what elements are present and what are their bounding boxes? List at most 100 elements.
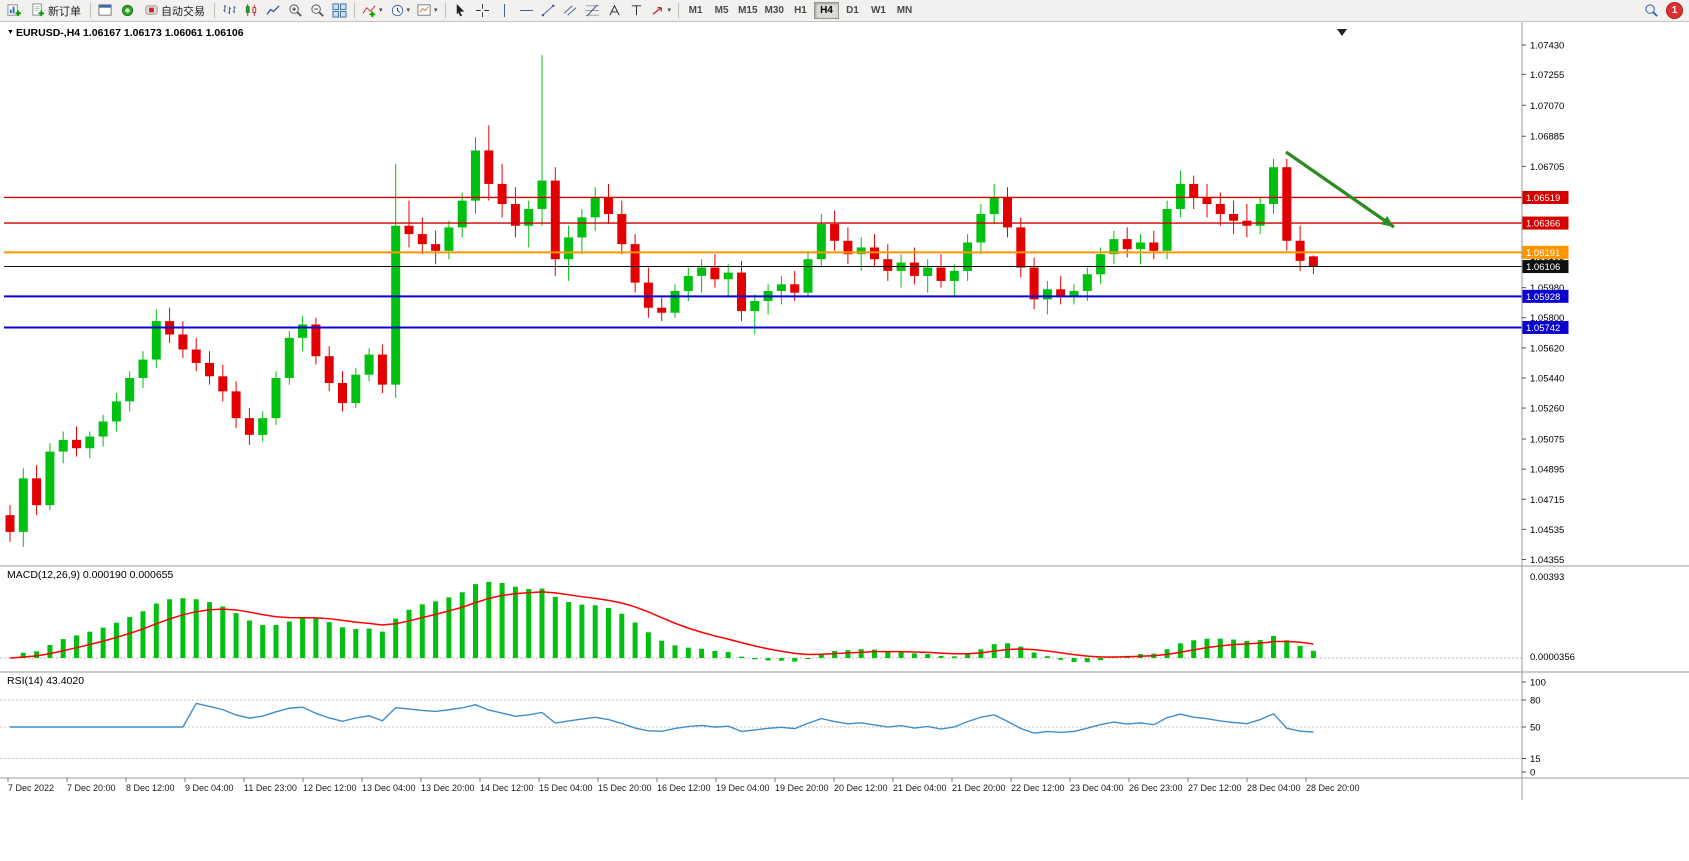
symbol-dropdown-icon[interactable]: ▼	[7, 29, 14, 36]
candle-body	[550, 180, 560, 260]
crosshair-button[interactable]	[472, 1, 493, 21]
candle-body	[1029, 267, 1039, 300]
rsi-axis-label: 15	[1530, 754, 1541, 765]
new-chart-button[interactable]	[4, 1, 25, 21]
arrow-shaft[interactable]	[1285, 150, 1395, 229]
time-axis-label: 11 Dec 23:00	[244, 783, 297, 793]
candle-body	[351, 374, 361, 404]
candle-body	[497, 183, 507, 204]
candle-body	[1215, 203, 1225, 215]
arrows-button[interactable]: ▾	[648, 1, 675, 21]
trend-arrow-annotation[interactable]	[1285, 150, 1395, 229]
market-watch-button[interactable]	[117, 1, 138, 21]
price-level-badge-label: 1.06366	[1526, 219, 1560, 230]
price-axis[interactable]: 1.07430 1.07255 1.07070 1.06885 1.06705 1.061…	[1521, 22, 1575, 800]
candle-body	[856, 247, 866, 255]
price-level-badge-label: 1.06519	[1526, 193, 1560, 204]
candle-body	[697, 267, 707, 276]
candle-body	[18, 478, 28, 532]
zoom-out-button[interactable]	[307, 1, 328, 21]
candle-body	[1069, 290, 1079, 296]
candle-body	[391, 225, 401, 385]
tile-windows-button[interactable]	[329, 1, 350, 21]
timeframe-m30-button[interactable]: M30	[762, 2, 787, 19]
candle-body	[1003, 197, 1012, 228]
timeframe-h4-button[interactable]: H4	[813, 2, 839, 19]
candle-body	[72, 439, 81, 449]
horizontal-line-button[interactable]	[516, 1, 537, 21]
timeframe-m1-button[interactable]: M1	[683, 2, 708, 19]
new-order-button[interactable]: 新订单	[26, 1, 86, 21]
caret-icon: ▾	[379, 7, 383, 14]
timeframe-d1-button[interactable]: D1	[840, 2, 865, 19]
text-button[interactable]	[604, 1, 625, 21]
candle-body	[125, 377, 135, 402]
zoom-out-icon	[311, 4, 324, 17]
candle-body	[298, 324, 308, 338]
time-axis-label: 20 Dec 12:00	[834, 783, 888, 793]
timeframe-m5-button[interactable]: M5	[709, 2, 734, 19]
autotrading-button[interactable]: 自动交易	[139, 1, 210, 21]
channel-button[interactable]	[560, 1, 581, 21]
vertical-line-icon	[503, 3, 505, 18]
chart-window-icon	[98, 4, 112, 16]
timeframe-mn-button[interactable]: MN	[892, 2, 917, 19]
price-axis-label: 1.05440	[1530, 373, 1564, 384]
time-axis-label: 19 Dec 20:00	[775, 783, 829, 793]
chart-profiles-button[interactable]	[95, 1, 116, 21]
toolbar-separator	[444, 3, 446, 18]
line-chart-button[interactable]	[263, 1, 284, 21]
candle-body	[258, 418, 268, 435]
candle-body	[604, 197, 613, 215]
candle-body	[431, 244, 441, 251]
macd-axis-label: 0.00393	[1530, 572, 1564, 583]
periods-button[interactable]: ▾	[387, 1, 414, 21]
search-button[interactable]	[1641, 1, 1662, 21]
notification-badge[interactable]: 1	[1666, 2, 1683, 19]
panel-separators[interactable]	[0, 565, 1689, 779]
time-axis[interactable]: 7 Dec 2022 7 Dec 20:00 8 Dec 12:00 9 Dec 04…	[7, 778, 1360, 793]
zoom-in-button[interactable]	[285, 1, 306, 21]
time-axis-label: 16 Dec 12:00	[657, 783, 711, 793]
timeframe-h1-button[interactable]: H1	[788, 2, 813, 19]
price-axis-label: 1.07070	[1530, 101, 1564, 112]
candle-body	[657, 307, 667, 313]
candle-body	[1042, 289, 1052, 300]
clock-icon	[391, 4, 403, 17]
chart-shift-marker[interactable]	[1337, 29, 1347, 36]
label-button[interactable]	[626, 1, 647, 21]
templates-button[interactable]: ▾	[414, 1, 441, 21]
bar-chart-button[interactable]	[219, 1, 240, 21]
candle-body	[1056, 289, 1066, 296]
candle-body	[909, 262, 919, 276]
candle-body	[737, 272, 746, 312]
candle-body	[178, 334, 188, 350]
candle-body	[617, 214, 627, 245]
cursor-button[interactable]	[450, 1, 471, 21]
time-axis-label: 27 Dec 12:00	[1188, 783, 1242, 793]
autotrading-label: 自动交易	[161, 5, 205, 18]
timeframe-w1-button[interactable]: W1	[866, 2, 891, 19]
indicators-button[interactable]: ▾	[359, 1, 386, 21]
price-axis-label: 1.06705	[1530, 162, 1564, 173]
timeframe-m15-button[interactable]: M15	[735, 2, 760, 19]
candle-body	[218, 376, 228, 392]
candle-body	[670, 290, 680, 313]
trendline-icon	[541, 4, 554, 17]
rsi-axis-label: 80	[1530, 696, 1541, 707]
candle-body	[1189, 183, 1199, 198]
candle-body	[85, 436, 95, 449]
macd-signal-line	[9, 591, 1314, 659]
horizontal-line-icon	[519, 10, 533, 11]
price-level-badge-label: 1.05928	[1526, 292, 1560, 303]
fibonacci-button[interactable]	[582, 1, 603, 21]
candlestick-chart-button[interactable]	[241, 1, 262, 21]
candle-body	[683, 275, 693, 291]
time-axis-label: 9 Dec 04:00	[185, 783, 234, 793]
vertical-line-button[interactable]	[494, 1, 515, 21]
macd-axis-label: 0.0000356	[1530, 652, 1575, 663]
trendline-button[interactable]	[538, 1, 559, 21]
time-axis-label: 15 Dec 04:00	[539, 783, 593, 793]
